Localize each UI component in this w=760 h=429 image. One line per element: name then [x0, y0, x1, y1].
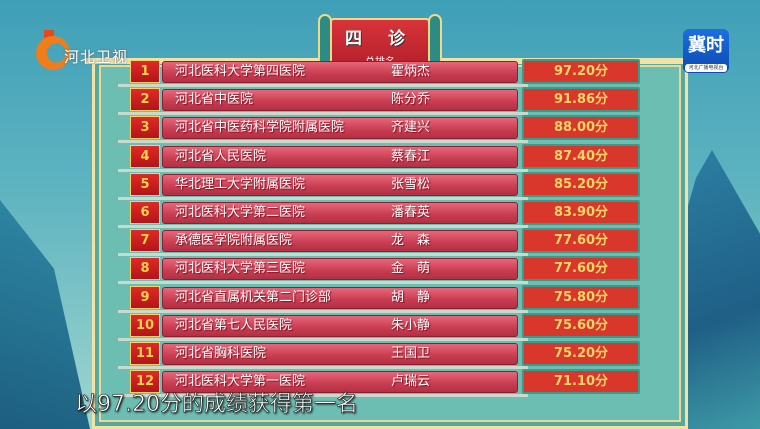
score-box: 88.00分	[522, 115, 640, 141]
hospital-name: 河北医科大学第四医院	[175, 64, 306, 79]
rank-badge: 8	[130, 257, 160, 281]
rank-badge: 7	[130, 229, 160, 253]
channel-logo-text: 河北卫视	[64, 48, 129, 66]
brand-logo-subtext: 河北广播电视台	[685, 64, 727, 72]
caption-subtitle: 以97.20分的成绩获得第一名	[75, 392, 359, 418]
row-divider	[118, 168, 528, 172]
score-box: 77.60分	[522, 256, 640, 282]
hospital-name: 河北医科大学第三医院	[175, 261, 306, 277]
score-box: 71.10分	[522, 369, 640, 395]
rank-badge: 2	[130, 88, 160, 112]
name-bar: 河北省胸科医院 王国卫	[162, 343, 518, 365]
name-bar: 华北理工大学附属医院 张雪松	[162, 173, 518, 196]
score-box: 75.80分	[522, 284, 640, 310]
doctor-name: 霍炳杰	[391, 64, 431, 79]
doctor-name: 卢瑞云	[391, 374, 431, 390]
rank-badge: 5	[130, 172, 160, 196]
hospital-name: 河北省胸科医院	[175, 346, 267, 361]
score-box: 77.60分	[522, 228, 640, 254]
hospital-name: 河北省直属机关第二门诊部	[175, 289, 332, 305]
score-box: 83.90分	[522, 200, 640, 225]
rank-badge: 3	[130, 116, 160, 140]
row-divider	[118, 253, 528, 257]
score-box: 85.20分	[522, 171, 640, 197]
doctor-name: 张雪松	[391, 176, 431, 192]
doctor-name: 龙 森	[391, 233, 431, 249]
hospital-name: 河北医科大学第二医院	[175, 205, 306, 220]
hospital-name: 河北省人民医院	[175, 148, 267, 164]
rank-badge: 11	[130, 342, 160, 365]
row-divider	[118, 309, 528, 313]
logo-mark-icon	[36, 36, 70, 70]
hospital-name: 河北省第七人民医院	[175, 317, 293, 333]
doctor-name: 胡 静	[391, 289, 431, 305]
brand-logo: 冀时 河北广播电视台	[683, 29, 729, 73]
rank-badge: 4	[130, 144, 160, 168]
doctor-name: 蔡春江	[391, 148, 431, 164]
doctor-name: 潘春英	[391, 205, 431, 220]
hospital-name: 华北理工大学附属医院	[175, 176, 306, 192]
rank-badge: 6	[130, 201, 160, 224]
row-divider	[118, 84, 528, 87]
row-divider	[118, 337, 528, 341]
hospital-name: 承德医学院附属医院	[175, 233, 293, 249]
score-box: 75.60分	[522, 312, 640, 338]
name-bar: 河北省直属机关第二门诊部 胡 静	[162, 286, 518, 309]
score-box: 75.20分	[522, 341, 640, 366]
row-divider	[118, 394, 528, 398]
name-bar: 河北省中医药科学院附属医院 齐建兴	[162, 117, 518, 140]
hospital-name: 河北省中医药科学院附属医院	[175, 120, 345, 136]
name-bar: 河北医科大学第三医院 金 萌	[162, 258, 518, 281]
row-divider	[118, 112, 528, 116]
score-box: 97.20分	[522, 59, 640, 84]
score-box: 87.40分	[522, 143, 640, 169]
rank-badge: 1	[130, 60, 160, 83]
name-bar: 承德医学院附属医院 龙 森	[162, 230, 518, 253]
row-divider	[118, 281, 528, 285]
rank-badge: 12	[130, 370, 160, 394]
channel-logo: 河北卫视	[30, 30, 130, 70]
mountain-background-right	[680, 150, 760, 429]
doctor-name: 齐建兴	[391, 120, 431, 136]
brand-logo-text: 冀时	[688, 35, 724, 56]
row-divider	[118, 196, 528, 200]
row-divider	[118, 140, 528, 144]
name-bar: 河北省第七人民医院 朱小静	[162, 314, 518, 337]
doctor-name: 王国卫	[391, 346, 431, 361]
score-box: 91.86分	[522, 87, 640, 113]
doctor-name: 陈分乔	[391, 92, 431, 108]
rank-badge: 10	[130, 313, 160, 337]
hospital-name: 河北医科大学第一医院	[175, 374, 306, 390]
hospital-name: 河北省中医院	[175, 92, 254, 108]
name-bar: 河北省人民医院 蔡春江	[162, 145, 518, 168]
doctor-name: 金 萌	[391, 261, 431, 277]
row-divider	[118, 225, 528, 228]
rank-badge: 9	[130, 285, 160, 309]
name-bar: 河北医科大学第四医院 霍炳杰	[162, 61, 518, 83]
page-title: 四 诊	[345, 29, 415, 49]
doctor-name: 朱小静	[391, 317, 431, 333]
row-divider	[118, 366, 528, 369]
name-bar: 河北医科大学第二医院 潘春英	[162, 202, 518, 224]
name-bar: 河北省中医院 陈分乔	[162, 89, 518, 112]
name-bar: 河北医科大学第一医院 卢瑞云	[162, 371, 518, 394]
